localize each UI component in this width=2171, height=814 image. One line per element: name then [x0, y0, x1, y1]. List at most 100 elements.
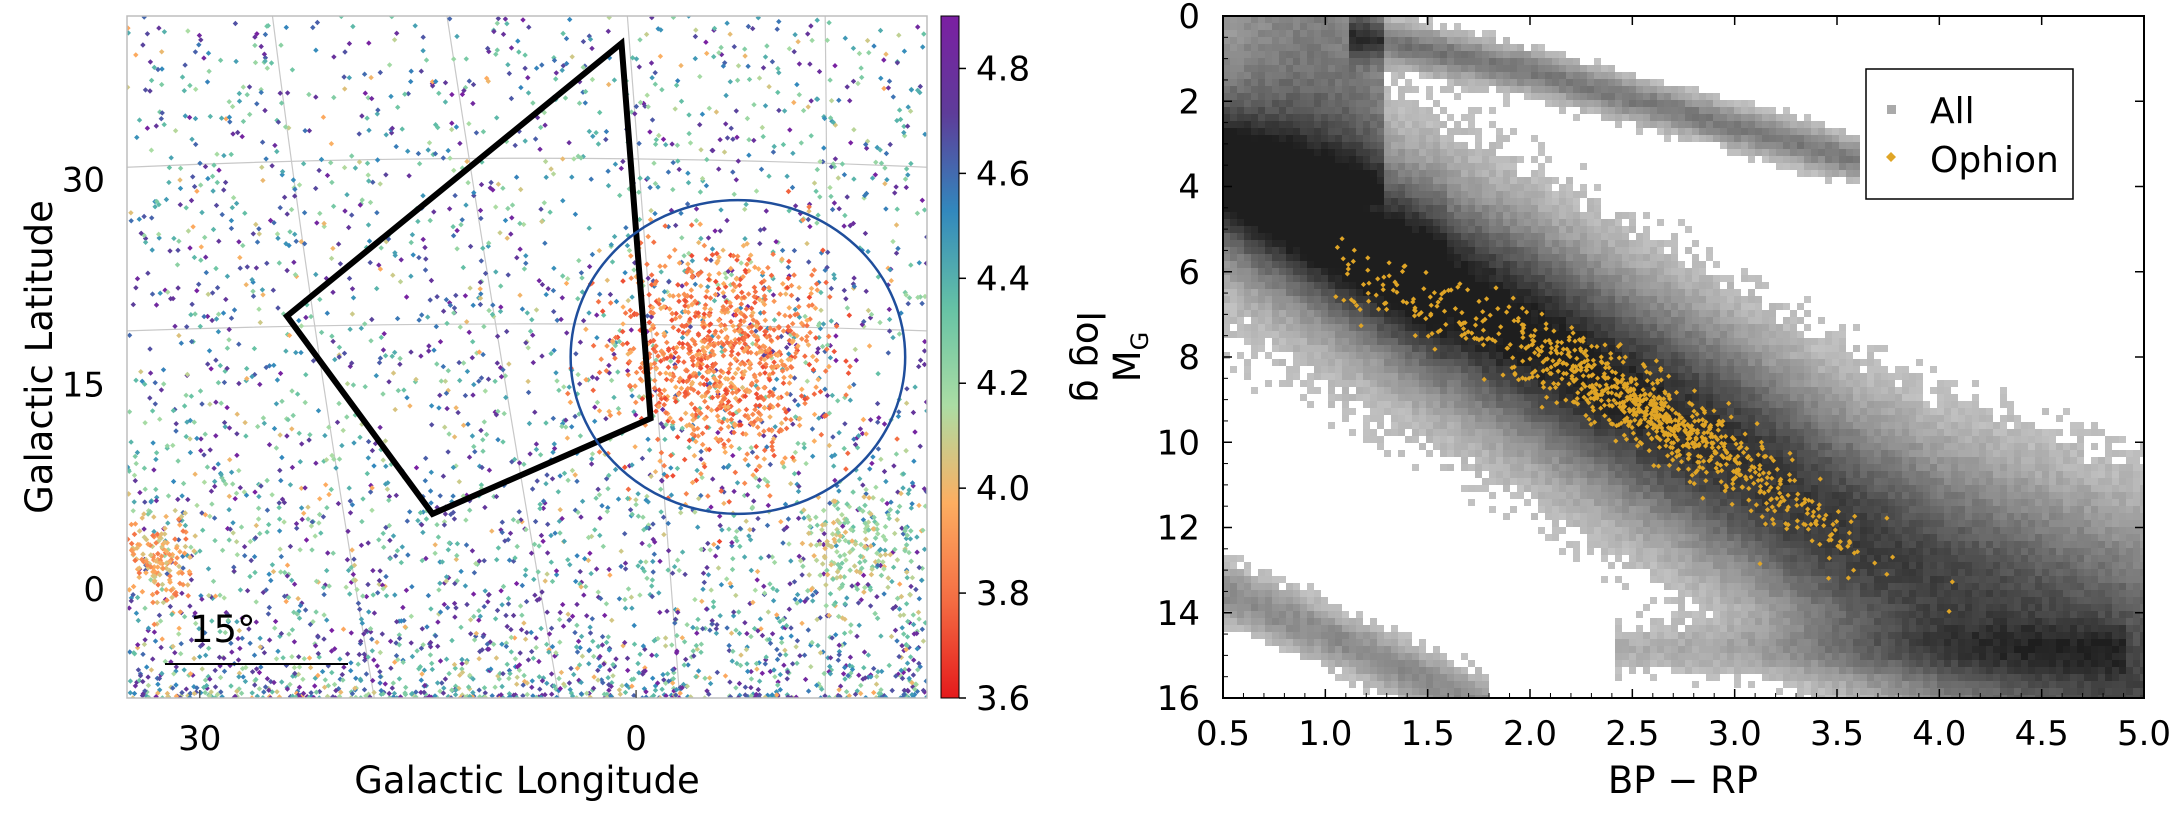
colorbar-label: log g — [1068, 311, 1111, 403]
colorbar-tick-label: 4.2 — [976, 364, 1030, 404]
density-cell — [1223, 30, 1230, 37]
sky-map-panel: 15° 30 0 0 15 30 Galactic Longitude Galactic… — [18, 0, 1029, 802]
density-cell — [1230, 576, 1237, 583]
density-cell — [1223, 107, 1230, 114]
density-cell — [1230, 170, 1237, 177]
density-cell — [1230, 205, 1237, 212]
density-cell — [1237, 72, 1244, 79]
density-cell — [1230, 23, 1237, 30]
density-cell — [1230, 289, 1237, 296]
density-cell — [1230, 590, 1237, 597]
density-cell — [1237, 44, 1244, 51]
density-cell — [1223, 303, 1230, 310]
scatter-point — [106, 557, 112, 563]
density-cell — [1230, 51, 1237, 58]
density-cell — [1230, 625, 1237, 632]
density-cell — [1230, 128, 1237, 135]
density-cell — [1223, 212, 1230, 219]
density-cell — [1230, 65, 1237, 72]
density-cell — [1223, 37, 1230, 44]
x-tick-label: 30 — [178, 719, 221, 759]
density-cell — [1230, 310, 1237, 317]
density-cell — [1230, 226, 1237, 233]
scatter-point — [115, 552, 121, 558]
sky-map-y-label: Galactic Latitude — [18, 200, 61, 514]
scale-bar-label: 15° — [190, 608, 256, 651]
density-cell — [1223, 142, 1230, 149]
y-tick-label: 0 — [83, 570, 105, 610]
y-tick-label: 30 — [62, 161, 105, 201]
density-cell — [1223, 254, 1230, 261]
density-cell — [1237, 79, 1244, 86]
density-cell — [1230, 569, 1237, 576]
density-cell — [1223, 282, 1230, 289]
density-cell — [1223, 261, 1230, 268]
density-cell — [1223, 23, 1230, 30]
density-cell — [1230, 604, 1237, 611]
density-cell — [1230, 247, 1237, 254]
density-cell — [1230, 177, 1237, 184]
density-cell — [1237, 16, 1244, 23]
density-cell — [1223, 51, 1230, 58]
density-cell — [1237, 65, 1244, 72]
sky-map-x-label: Galactic Longitude — [354, 759, 700, 802]
colorbar-tick-label: 4.4 — [976, 259, 1030, 299]
density-cell — [1223, 177, 1230, 184]
density-cell — [1230, 275, 1237, 282]
scatter-point — [115, 564, 121, 570]
density-cell — [1237, 51, 1244, 58]
density-cell — [1223, 240, 1230, 247]
density-cell — [1230, 254, 1237, 261]
density-cell — [1223, 352, 1230, 359]
density-cell — [1237, 37, 1244, 44]
scatter-point — [120, 592, 126, 598]
colorbar-tick-label: 3.6 — [976, 679, 1030, 719]
density-cell — [1230, 135, 1237, 142]
density-cell — [1230, 191, 1237, 198]
scatter-point — [112, 574, 118, 580]
density-cell — [1230, 597, 1237, 604]
density-cell — [1230, 149, 1237, 156]
density-cell — [1230, 240, 1237, 247]
density-cell — [1237, 100, 1244, 107]
density-cell — [1223, 191, 1230, 198]
density-cell — [1223, 604, 1230, 611]
density-cell — [1223, 16, 1230, 23]
density-cell — [1230, 618, 1237, 625]
y-tick-label: 15 — [62, 365, 105, 405]
density-cell — [1223, 205, 1230, 212]
scatter-point — [103, 564, 109, 570]
colorbar-ticks: 3.63.84.04.24.44.64.8 — [959, 49, 1030, 719]
density-cell — [1223, 86, 1230, 93]
density-cell — [1223, 562, 1230, 569]
density-cell — [1223, 170, 1230, 177]
density-cell — [1230, 114, 1237, 121]
scatter-point — [109, 565, 115, 571]
density-cell — [1230, 212, 1237, 219]
scatter-point — [114, 552, 120, 558]
density-cell — [1223, 310, 1230, 317]
density-cell — [1223, 583, 1230, 590]
density-cell — [1223, 163, 1230, 170]
x-tick-label: 0 — [625, 719, 647, 759]
density-cell — [1223, 331, 1230, 338]
density-cell — [1230, 86, 1237, 93]
colorbar-tick-label: 4.0 — [976, 469, 1030, 509]
density-cell — [1230, 303, 1237, 310]
density-cell — [1230, 44, 1237, 51]
density-cell — [1223, 135, 1230, 142]
scatter-point — [108, 533, 114, 539]
density-cell — [1230, 58, 1237, 65]
density-cell — [1230, 583, 1237, 590]
density-cell — [1230, 72, 1237, 79]
density-cell — [1223, 198, 1230, 205]
density-cell — [1230, 156, 1237, 163]
scatter-point — [117, 537, 123, 543]
density-cell — [1237, 58, 1244, 65]
density-cell — [1230, 331, 1237, 338]
density-cell — [1223, 324, 1230, 331]
density-cell — [1230, 163, 1237, 170]
density-cell — [1223, 597, 1230, 604]
density-cell — [1223, 149, 1230, 156]
